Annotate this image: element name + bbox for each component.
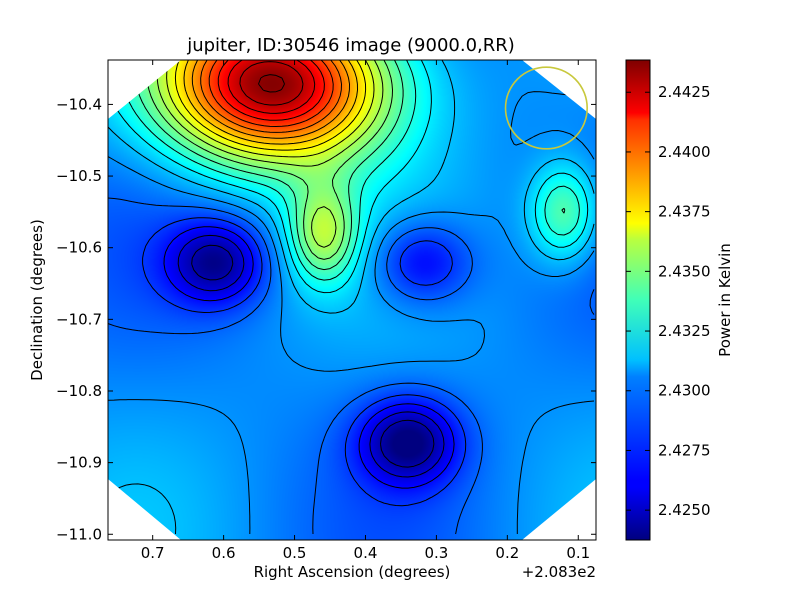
y-axis-label: Declination (degrees) [28, 219, 46, 381]
contour-level-0 [191, 244, 435, 468]
contour-level-18 [217, 60, 325, 121]
colorbar-tick-label: 2.4250 [658, 501, 711, 519]
x-tick-label: 0.6 [212, 544, 236, 562]
x-tick-label: 0.1 [566, 544, 590, 562]
colorbar-tick-label: 2.4425 [658, 83, 711, 101]
y-tick-label: −10.5 [56, 167, 102, 185]
x-tick-label: 0.5 [283, 544, 307, 562]
x-tick-label: 0.2 [495, 544, 519, 562]
contour-level-19 [227, 60, 316, 114]
contour-level-20 [239, 61, 304, 106]
y-tick-label: −10.9 [56, 454, 102, 472]
colorbar-tick-label: 2.4400 [658, 143, 711, 161]
contour-level-4 [108, 197, 595, 535]
contour-level-21 [258, 74, 285, 93]
contour-level-15 [191, 60, 350, 139]
x-tick-label: 0.3 [424, 544, 448, 562]
contour-level-1 [177, 234, 445, 478]
y-tick-label: −10.6 [56, 239, 102, 257]
contour-level-16 [200, 60, 342, 133]
x-axis-ticks: 0.7 0.6 0.5 0.4 0.3 0.2 0.1 [141, 60, 590, 562]
y-tick-label: −10.4 [56, 95, 102, 113]
colorbar-tick-label: 2.4350 [658, 262, 711, 280]
contour-level-2 [163, 226, 455, 489]
colorbar-tick-label: 2.4300 [658, 382, 711, 400]
contour-level-6 [108, 60, 595, 535]
colorbar-ticks: 2.4250 2.4275 2.4300 2.4325 2.4350 2.4375 2.44… [626, 83, 711, 519]
heatmap [108, 60, 596, 540]
contour-level-7 [108, 60, 589, 294]
beam-circle [504, 66, 588, 150]
x-tick-label: 0.4 [354, 544, 378, 562]
y-tick-label: −10.8 [56, 382, 102, 400]
contour-level-3 [142, 217, 467, 507]
colorbar-frame [625, 59, 651, 541]
plot-frame [107, 59, 597, 541]
contour-level-5 [108, 91, 595, 535]
colorbar: 2.4250 2.4275 2.4300 2.4325 2.4350 2.4375 2.44… [625, 59, 734, 541]
y-tick-label: −10.7 [56, 310, 102, 328]
x-offset-label: +2.083e2 [522, 563, 596, 581]
heatmap-image [108, 60, 596, 540]
contour-level-14 [183, 60, 358, 145]
x-tick-label: 0.7 [141, 544, 165, 562]
y-axis-ticks: −10.4 −10.5 −10.6 −10.7 −10.8 −10.9 −11.0 [56, 95, 596, 543]
colorbar-fill [626, 60, 650, 540]
colorbar-label: Power in Kelvin [716, 243, 734, 357]
contour-level-17 [208, 60, 334, 127]
x-axis-label: Right Ascension (degrees) [254, 563, 451, 581]
colorbar-tick-label: 2.4275 [658, 441, 711, 459]
colorbar-tick-label: 2.4325 [658, 322, 711, 340]
chart-title: jupiter, ID:30546 image (9000.0,RR) [186, 35, 515, 56]
y-tick-label: −11.0 [56, 525, 102, 543]
contour-level-13 [174, 60, 367, 151]
contour-lines [108, 60, 595, 535]
colorbar-tick-label: 2.4375 [658, 203, 711, 221]
